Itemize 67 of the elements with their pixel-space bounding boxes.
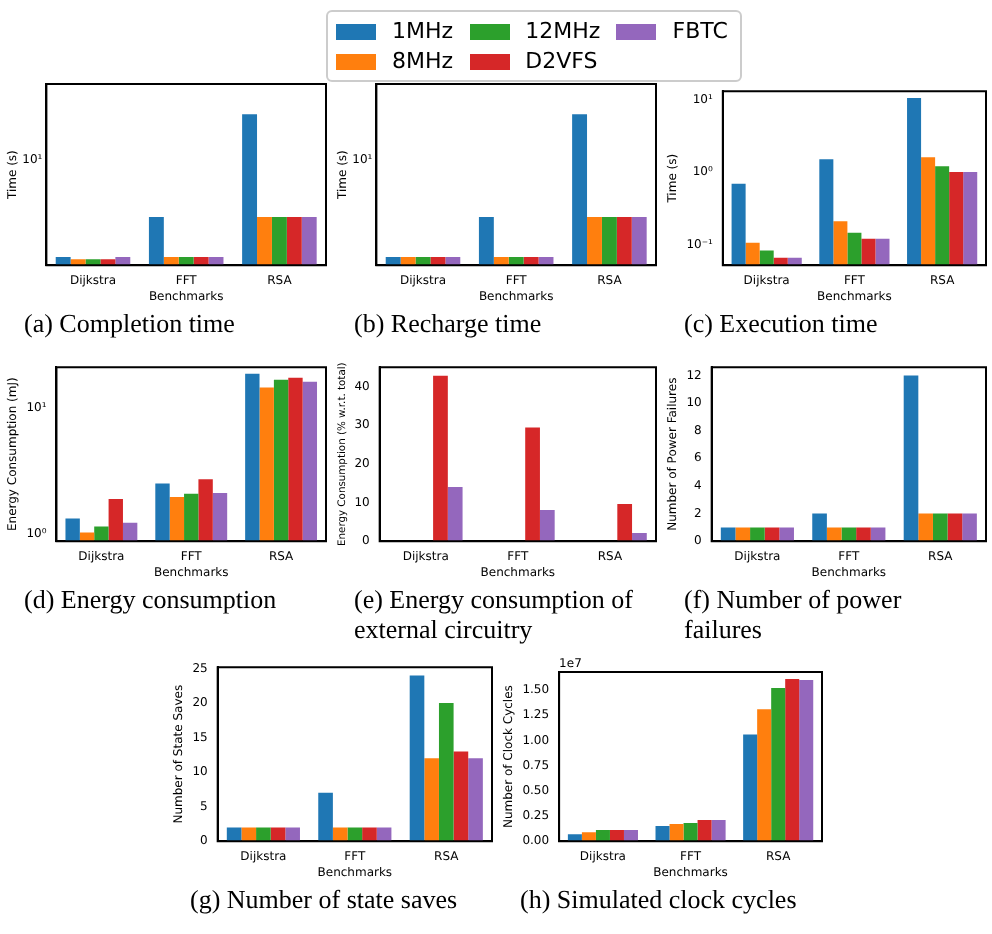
bar [226,827,242,842]
text: (a) Completion time [22,306,237,338]
bar [947,513,963,542]
text: (g) Number of state saves [188,882,460,914]
bar [525,427,540,542]
bar [242,114,258,266]
bar [711,820,726,842]
bar [301,216,317,266]
bar [424,758,439,842]
bar [903,375,919,542]
bar [285,827,300,842]
bar [655,826,670,842]
bar [826,527,842,542]
bar [779,527,794,542]
bar [799,680,814,842]
bar [453,751,469,842]
bar [376,827,392,842]
bar [332,827,348,842]
bar [870,527,886,542]
legend-label: 1MHz [392,18,454,44]
bar [697,820,712,842]
bar [362,827,377,842]
bar [595,830,610,842]
bar [318,792,333,842]
bar [409,675,425,842]
bar [812,513,827,542]
bar [757,709,772,842]
bar [750,527,765,542]
text: (e) Energy consumption of external circuitry [352,582,635,644]
bar [256,827,271,842]
bar [609,830,624,842]
bar [764,527,780,542]
bar [771,688,786,842]
bar [241,827,257,842]
bar [743,734,758,842]
bar [539,509,555,542]
bar [468,758,483,842]
legend-label: 8MHz [392,48,454,74]
text: (f) Number of power failures [682,582,904,644]
bar [286,216,302,266]
text: (h) Simulated clock cycles [518,882,799,914]
bar [270,827,286,842]
bar [962,513,977,542]
legend-label: 12MHz [525,18,601,44]
bar [669,824,684,842]
bar [438,703,454,842]
text: (c) Execution time [682,306,880,338]
bar [735,527,751,542]
text: (b) Recharge time [352,306,544,338]
bar [932,513,948,542]
bar [271,216,287,266]
bar [617,504,633,542]
bar [683,823,698,842]
bar [856,527,871,542]
legend-label: D2VFS [525,48,598,74]
bar [148,216,164,266]
bar [785,679,800,842]
bar [447,487,463,542]
bar [841,527,857,542]
text: (d) Energy consumption [22,582,279,614]
legend-label: FBTC [672,18,728,44]
bar [720,527,736,542]
bar [918,513,933,542]
bar [623,830,638,842]
bar [257,216,272,266]
bar [433,375,448,542]
bar [347,827,363,842]
